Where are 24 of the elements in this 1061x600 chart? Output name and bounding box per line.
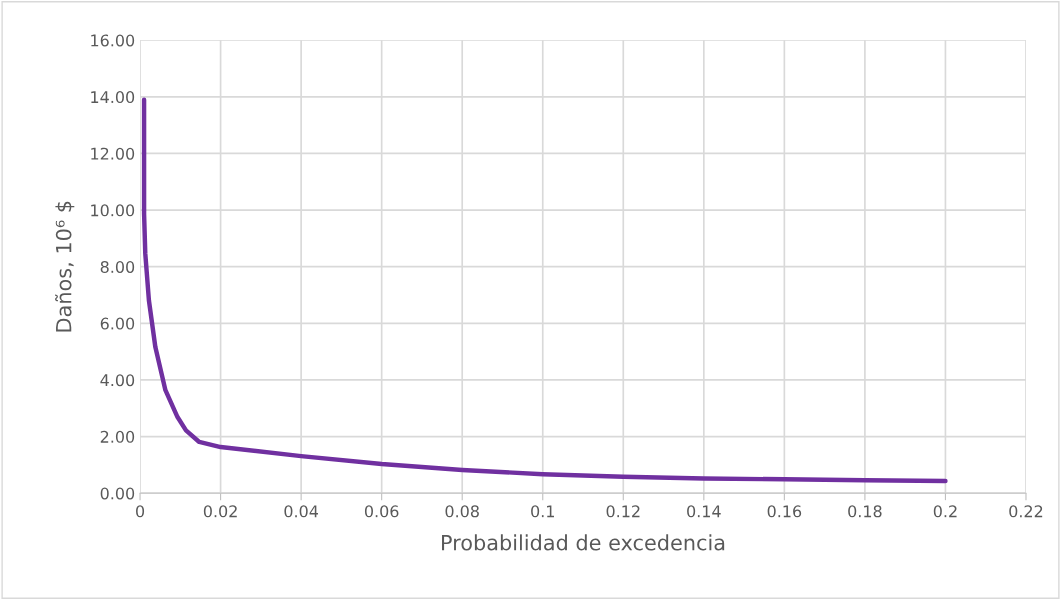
- x-tick-label: 0: [136, 505, 145, 518]
- y-tick-label: 4.00: [100, 374, 135, 387]
- y-tick-label: 14.00: [91, 91, 135, 104]
- x-tick-label: 0.04: [284, 505, 319, 518]
- x-tick-label: 0.2: [933, 505, 957, 518]
- x-tick-label: 0.02: [203, 505, 237, 518]
- x-tick-label: 0.06: [364, 505, 399, 518]
- x-tick-label: 0.12: [606, 505, 640, 518]
- y-tick-label: 2.00: [100, 430, 135, 443]
- x-tick-label: 0.1: [531, 505, 554, 518]
- x-tick-label: 0.08: [445, 505, 479, 518]
- line-series: [141, 97, 948, 484]
- y-tick-label: 12.00: [91, 147, 135, 160]
- y-axis-title: Daños, 10⁶ $: [55, 201, 75, 332]
- x-axis-title: Probabilidad de excedencia: [442, 534, 725, 551]
- y-tick-label: 16.00: [91, 34, 135, 47]
- x-tick-label: 0.22: [1009, 505, 1043, 518]
- y-tick-label: 8.00: [100, 260, 135, 273]
- y-tick-label: 10.00: [91, 204, 135, 217]
- x-tick-label: 0.16: [767, 505, 802, 518]
- x-tick-label: 0.14: [687, 505, 721, 518]
- x-tick-label: 0.18: [848, 505, 882, 518]
- y-tick-label: 0.00: [100, 487, 135, 500]
- y-tick-label: 6.00: [100, 317, 135, 330]
